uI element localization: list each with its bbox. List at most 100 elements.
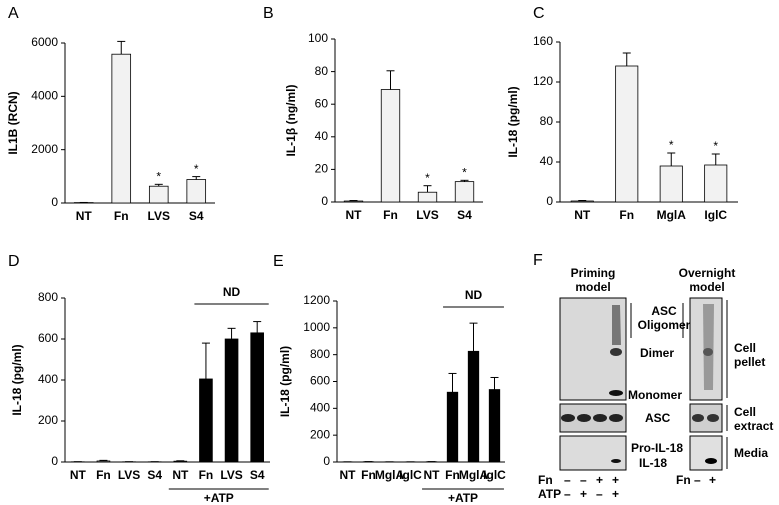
y-tick-label: 600 [38,331,58,345]
x-tick-label: NT [70,468,87,482]
panel-letter: A [8,5,19,22]
bar [343,200,364,203]
blot [559,297,728,471]
x-tick-label: MglA [375,468,405,482]
y-tick-label: 0 [546,194,553,208]
bracket-label: +ATP [448,491,478,505]
y-tick-label: 0 [51,454,58,468]
x-tick-label: S4 [457,208,472,222]
annotation: * [194,162,199,176]
y-tick-label: 200 [38,413,58,427]
bar [224,338,239,463]
x-tick-label: IglC [483,468,506,482]
lane-sign: + [612,487,620,501]
annotation: * [462,165,467,179]
x-tick-label: Fn [114,209,129,223]
lane-sign: + [596,473,604,487]
x-tick-label: NT [76,209,93,223]
y-tick-label: 20 [315,162,329,176]
bar [704,164,728,203]
bar [467,350,480,463]
error-bar [711,153,720,165]
error-bar [386,70,395,90]
bar [417,191,438,203]
y-tick-label: 120 [533,74,553,88]
x-tick-label: Fn [383,208,398,222]
annotation: * [425,171,430,185]
y-axis-label: IL-18 (pg/ml) [10,344,24,415]
y-tick-label: 0 [321,194,328,208]
y-tick-label: 100 [308,31,328,45]
panel-letter: F [533,252,543,269]
bar [380,89,401,203]
error-bar [460,179,469,182]
band-label: ASC Oligomer [637,304,691,332]
bracket-label: ND [465,288,483,302]
blot-title: Priming model [570,266,616,294]
y-tick-label: 4000 [31,89,58,103]
bar [615,65,639,203]
x-tick-label: Fn [199,468,214,482]
x-tick-label: S4 [147,468,162,482]
lane-sign: – [580,473,587,487]
bar [199,378,213,463]
error-bar [99,459,108,461]
y-tick-label: 80 [540,114,554,128]
lane-sign: – [564,487,571,501]
annotation: * [669,138,674,152]
band-label: ASC [645,411,671,425]
x-tick-label: Fn [361,468,376,482]
y-tick-label: 800 [38,290,58,304]
y-tick-label: 1000 [303,320,330,334]
blot-title: Overnight model [678,266,736,294]
error-bar [423,185,432,193]
x-tick-label: NT [424,468,441,482]
error-bar [469,322,478,352]
error-bar [227,327,236,339]
bar [173,460,188,463]
y-tick-label: 600 [310,374,330,388]
y-tick-label: 200 [310,427,330,441]
y-axis-label: IL-18 (pg/ml) [506,86,520,157]
x-tick-label: NT [346,208,363,222]
y-tick-label: 40 [540,154,554,168]
x-tick-label: NT [340,468,357,482]
lane-sign: – [694,473,701,487]
error-bar [201,342,210,379]
y-axis-label: IL1B (RCN) [6,91,20,154]
error-bar [192,176,201,180]
band-label: IL-18 [639,456,668,470]
bracket-label: ND [223,285,241,299]
error-bar [154,183,163,187]
row-label: Fn [676,473,691,487]
y-tick-label: 400 [38,372,58,386]
bar [454,181,475,203]
y-tick-label: 6000 [31,35,58,49]
error-bar [622,52,631,66]
y-tick-label: 160 [533,34,553,48]
panel-letter: D [8,253,20,270]
row-label: Fn [538,473,553,487]
y-tick-label: 0 [323,454,330,468]
bar [446,391,459,463]
band-label: Dimer [640,346,675,360]
lane-sign: + [612,473,620,487]
y-tick-label: 2000 [31,142,58,156]
bar [148,185,169,204]
panel-letter: E [273,253,284,270]
lane-sign: – [596,487,603,501]
y-axis-label: IL-1β (ng/ml) [284,85,298,157]
x-tick-label: LVS [118,468,140,482]
lane-sign: + [709,473,717,487]
x-tick-label: Fn [445,468,460,482]
annotation: * [156,170,161,184]
error-bar [253,321,262,333]
bar [186,179,207,204]
lane-sign: + [580,487,588,501]
y-tick-label: 800 [310,347,330,361]
x-tick-label: MglA [657,208,687,222]
x-tick-label: LVS [220,468,242,482]
error-bar [490,376,499,390]
